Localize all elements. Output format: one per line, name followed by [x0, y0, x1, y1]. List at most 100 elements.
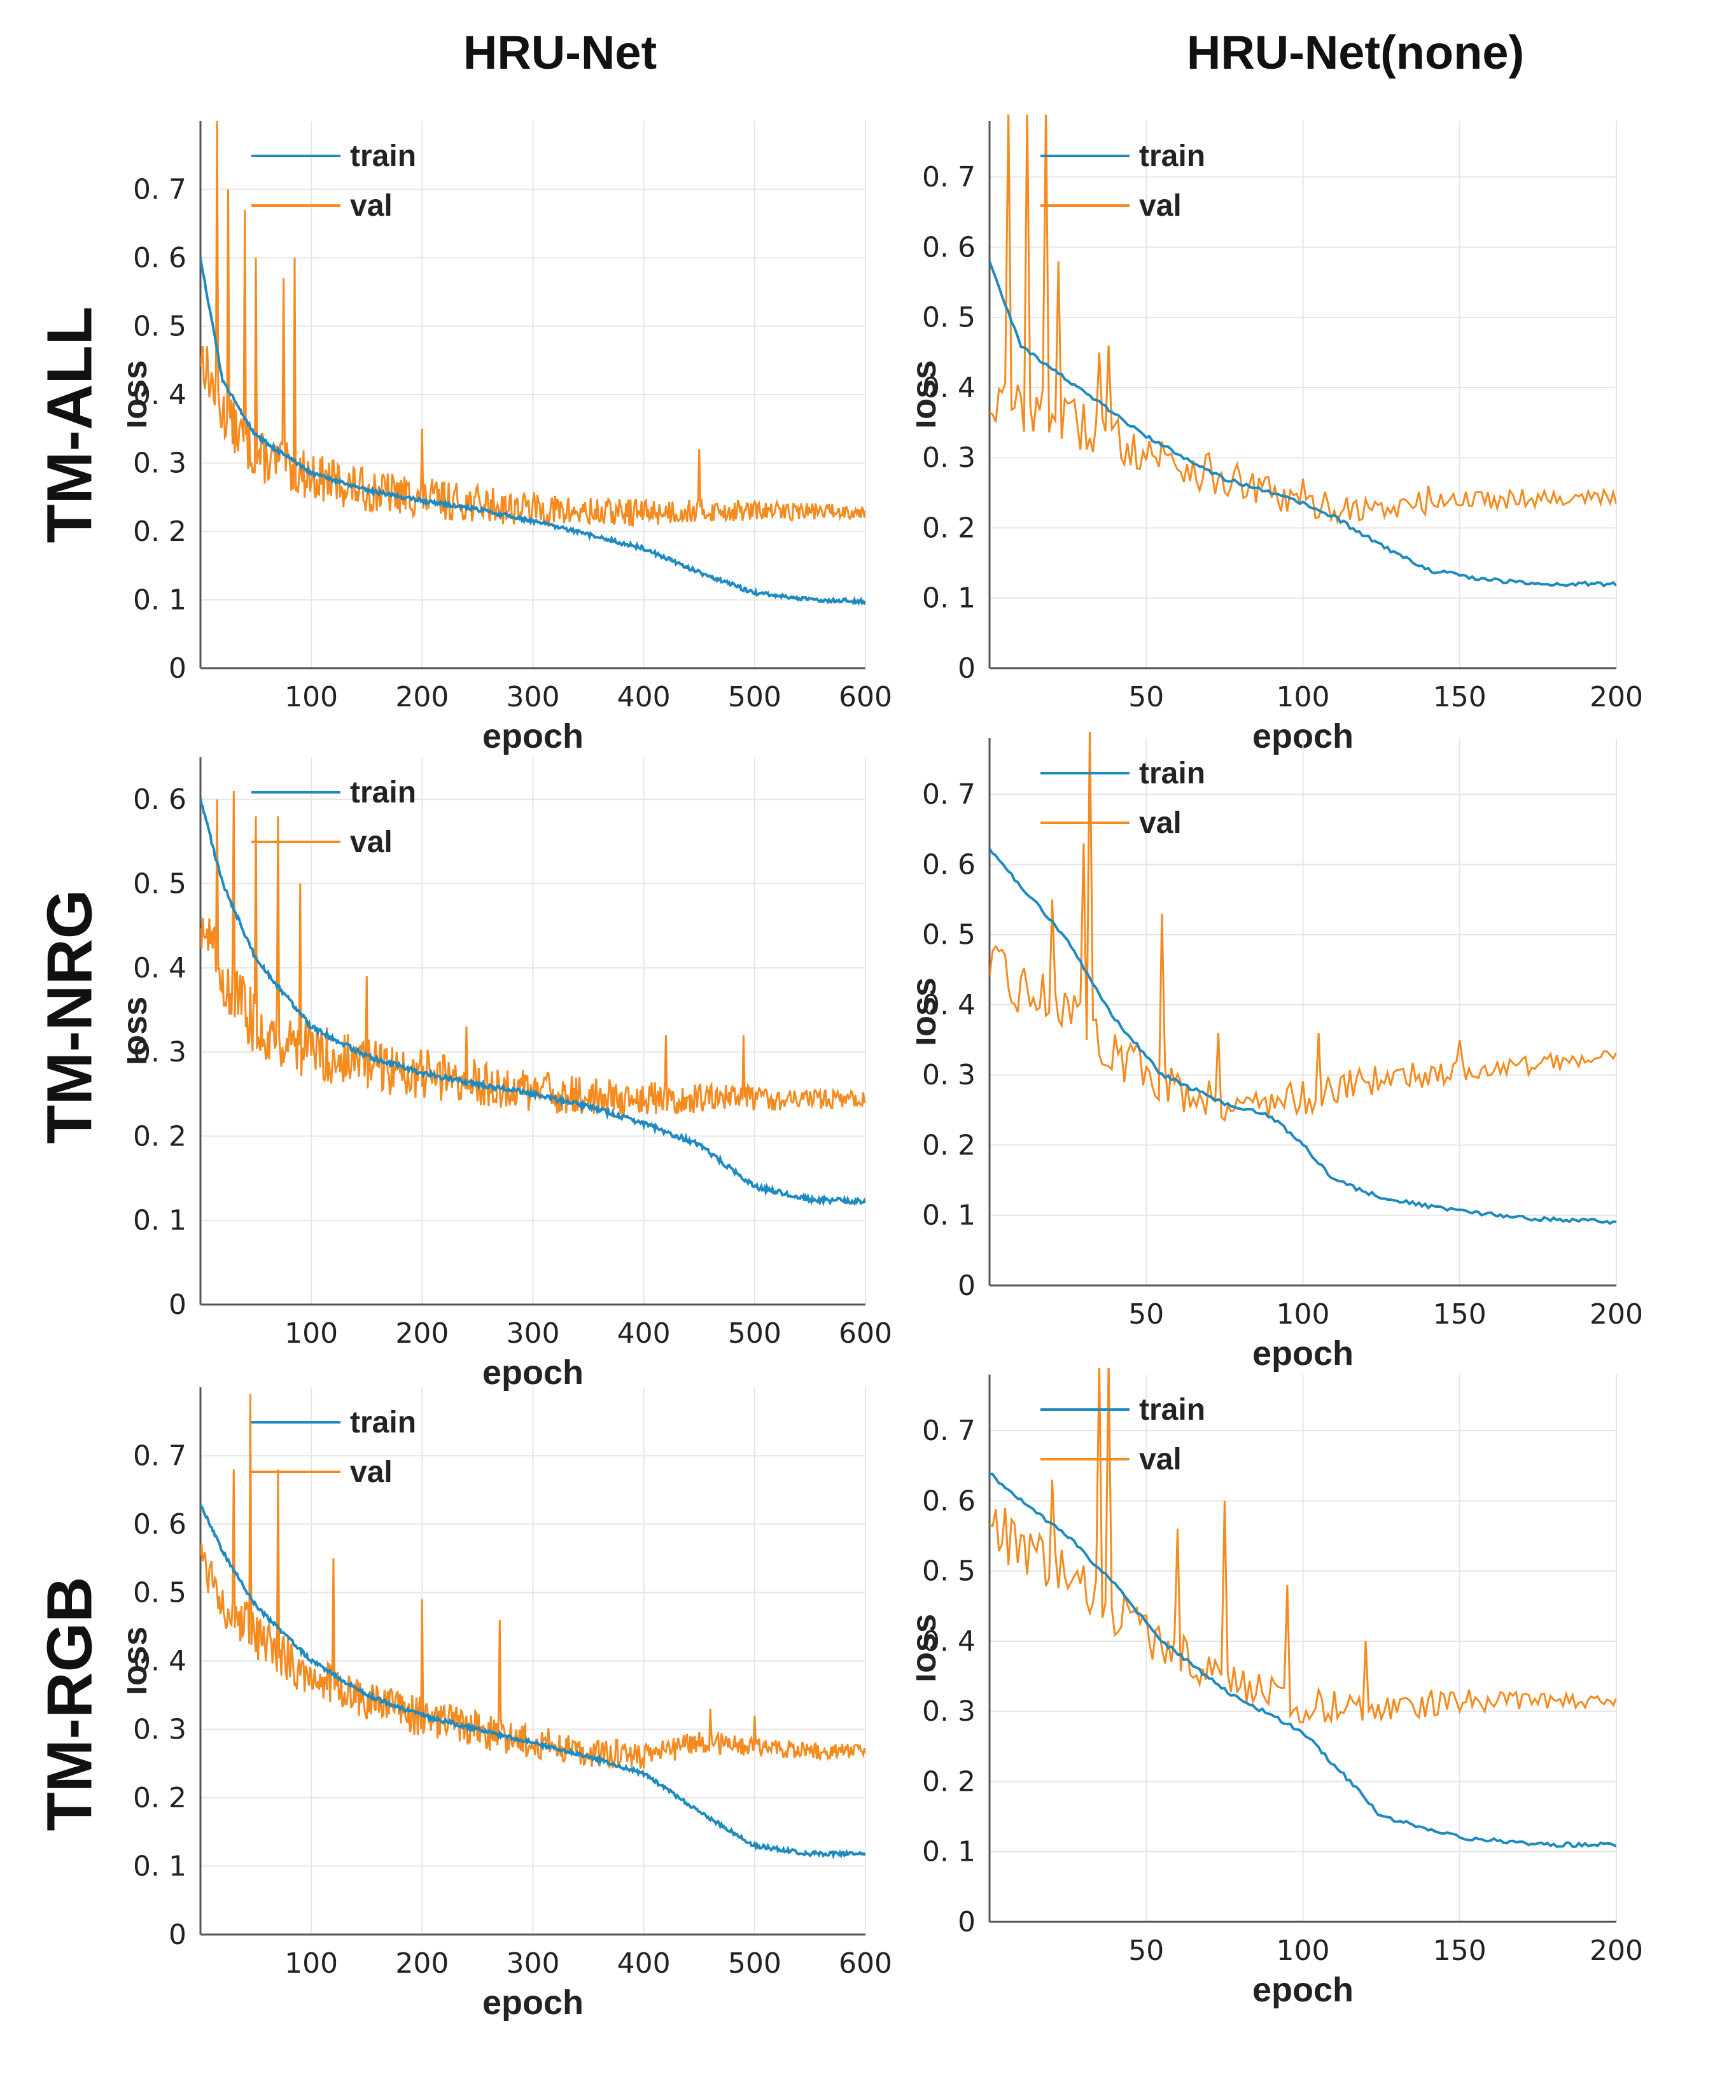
legend-label-val: val: [1139, 806, 1182, 840]
y-tick-label: 0. 6: [133, 1508, 186, 1541]
y-tick-label: 0. 1: [922, 1200, 976, 1232]
row-title-tm-nrg: TM-NRG: [34, 889, 106, 1144]
series-line-val: [200, 1394, 865, 1770]
y-tick-label: 0: [169, 1919, 186, 1951]
x-tick-label: 300: [507, 681, 560, 713]
row-title-tm-rgb: TM-RGB: [34, 1576, 106, 1831]
legend-label-val: val: [1139, 1443, 1182, 1476]
y-tick-label: 0. 3: [922, 1059, 976, 1091]
x-tick-label: 500: [728, 1947, 781, 1980]
x-tick-label: 50: [1128, 681, 1164, 713]
y-tick-label: 0. 3: [133, 447, 186, 480]
x-tick-label: 50: [1128, 1298, 1164, 1331]
x-tick-label: 100: [1277, 681, 1330, 713]
y-tick-label: 0. 4: [133, 952, 186, 984]
series-line-train: [200, 256, 865, 606]
legend-label-train: train: [350, 1406, 416, 1439]
series-line-val: [200, 790, 865, 1116]
y-tick-label: 0. 1: [133, 584, 186, 617]
y-tick-label: 0. 4: [922, 989, 976, 1021]
x-tick-label: 100: [1277, 1298, 1330, 1331]
x-tick-label: 100: [284, 681, 338, 713]
y-tick-label: 0. 1: [133, 1205, 186, 1237]
y-tick-label: 0. 5: [133, 1577, 186, 1609]
x-tick-label: 200: [395, 1947, 449, 1980]
y-axis-title: loss: [916, 360, 943, 429]
x-tick-label: 500: [728, 681, 781, 713]
x-tick-label: 150: [1433, 681, 1487, 713]
series-line-val: [200, 120, 865, 528]
y-tick-label: 0. 6: [133, 242, 186, 274]
y-tick-label: 0. 1: [922, 1836, 976, 1868]
y-tick-label: 0. 5: [133, 867, 186, 900]
series-line-val: [990, 1368, 1616, 1725]
x-tick-label: 600: [839, 1947, 892, 1980]
y-tick-label: 0. 5: [922, 1555, 976, 1588]
y-tick-label: 0. 2: [922, 1765, 976, 1798]
y-tick-label: 0. 6: [922, 1485, 976, 1517]
chart-tm-nrg-hru-net-none: 0 0. 1 0. 2 0. 3 0. 4 0. 5 0. 6 0. 7 50 100 150 200…: [916, 732, 1643, 1373]
y-tick-label: 0: [169, 1289, 186, 1321]
y-tick-label: 0. 5: [922, 919, 976, 951]
x-tick-label: 200: [1590, 1935, 1643, 1967]
x-axis-title: epoch: [482, 1984, 584, 2022]
series-line-val: [990, 115, 1616, 525]
x-tick-label: 400: [617, 1317, 671, 1350]
legend-label-train: train: [350, 776, 416, 809]
x-tick-label: 200: [1590, 1298, 1643, 1331]
y-tick-label: 0. 5: [133, 311, 186, 343]
chart-tm-rgb-hru-net: 0 0. 1 0. 2 0. 3 0. 4 0. 5 0. 6 0. 7 100 200 300 40…: [127, 1387, 892, 2022]
x-tick-label: 500: [728, 1317, 781, 1350]
x-tick-label: 150: [1433, 1935, 1487, 1967]
x-tick-label: 150: [1433, 1298, 1487, 1331]
x-tick-label: 600: [839, 681, 892, 713]
row-title-tm-all: TM-ALL: [34, 306, 106, 543]
x-tick-label: 200: [1590, 681, 1643, 713]
x-tick-label: 300: [507, 1947, 560, 1980]
x-tick-label: 300: [507, 1317, 560, 1350]
series-line-train: [990, 1472, 1616, 1849]
x-tick-label: 400: [617, 1947, 671, 1980]
y-tick-label: 0. 7: [922, 1415, 976, 1447]
chart-tm-nrg-hru-net: 0 0. 1 0. 2 0. 3 0. 4 0. 5 0. 6 100 200 300 400 500…: [127, 757, 892, 1392]
x-axis-title: epoch: [1252, 1334, 1354, 1373]
series-line-train: [990, 848, 1616, 1226]
series-line-train: [990, 261, 1616, 588]
legend-label-train: train: [1139, 757, 1205, 790]
y-tick-label: 0: [169, 652, 186, 685]
y-tick-label: 0. 7: [133, 174, 186, 206]
y-tick-label: 0. 7: [133, 1440, 186, 1473]
y-tick-label: 0. 3: [133, 1036, 186, 1068]
x-tick-label: 600: [839, 1317, 892, 1350]
y-tick-label: 0. 6: [922, 848, 976, 881]
y-axis-title: loss: [127, 997, 154, 1065]
y-tick-label: 0: [958, 1270, 976, 1302]
x-tick-label: 50: [1128, 1935, 1164, 1967]
legend-label-val: val: [350, 189, 393, 223]
x-tick-label: 200: [395, 1317, 449, 1350]
y-axis-title: loss: [127, 1627, 154, 1695]
y-tick-label: 0. 1: [922, 582, 976, 615]
x-axis-title: epoch: [482, 717, 584, 755]
y-tick-label: 0. 4: [133, 1645, 186, 1677]
legend-label-val: val: [1139, 189, 1182, 223]
x-tick-label: 100: [1277, 1935, 1330, 1967]
y-tick-label: 0. 3: [922, 1695, 976, 1728]
column-title-hru-net-none: HRU-Net(none): [1186, 26, 1525, 79]
y-tick-label: 0: [958, 652, 976, 685]
chart-tm-all-hru-net: 0 0. 1 0. 2 0. 3 0. 4 0. 5 0. 6 0. 7 100 200 300 40…: [127, 120, 892, 755]
legend-label-train: train: [1139, 1393, 1205, 1427]
y-axis-title: loss: [127, 360, 154, 429]
y-tick-label: 0. 2: [133, 1782, 186, 1814]
x-tick-label: 100: [284, 1317, 338, 1350]
legend-label-train: train: [1139, 139, 1205, 173]
x-tick-label: 200: [395, 681, 449, 713]
series-line-val: [990, 732, 1616, 1123]
y-tick-label: 0. 3: [922, 442, 976, 474]
legend-label-train: train: [350, 139, 416, 173]
x-axis-title: epoch: [482, 1354, 584, 1392]
y-axis-title: loss: [916, 1614, 943, 1683]
y-tick-label: 0. 7: [922, 778, 976, 811]
y-tick-label: 0. 2: [922, 512, 976, 544]
y-tick-label: 0. 4: [133, 379, 186, 411]
